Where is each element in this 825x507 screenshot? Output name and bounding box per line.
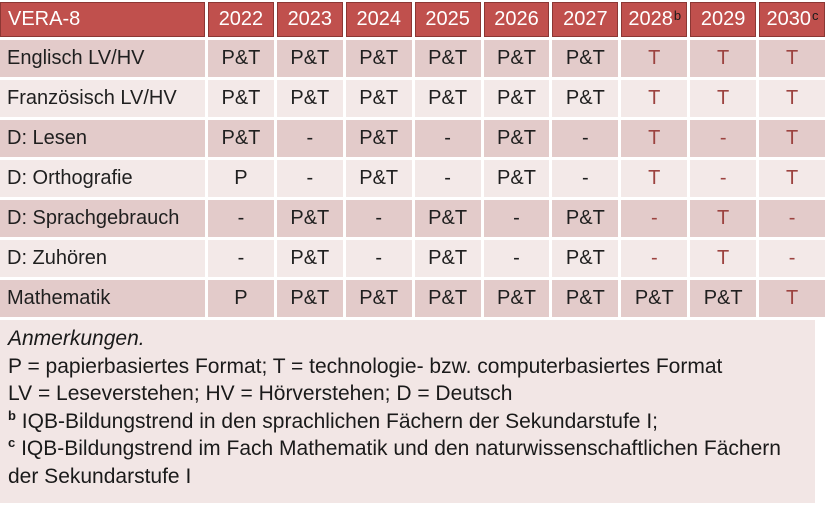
table-cell: P&T xyxy=(552,240,619,277)
table-cell: T xyxy=(690,40,757,77)
table-cell: - xyxy=(690,120,757,157)
notes-heading: Anmerkungen. xyxy=(8,327,145,350)
table-cell: T xyxy=(621,160,688,197)
year-header-2029: 2029 xyxy=(690,2,757,37)
footnote-b-text: IQB-Bildungstrend in den sprachlichen Fä… xyxy=(21,409,658,433)
table-cell: T xyxy=(690,240,757,277)
row-label: D: Lesen xyxy=(0,120,205,157)
table-cell: - xyxy=(208,240,274,277)
notes-block: Anmerkungen. P = papierbasiertes Format;… xyxy=(0,320,815,503)
table-cell: - xyxy=(690,160,757,197)
table-cell: - xyxy=(621,200,688,237)
table-cell: P&T xyxy=(483,80,550,117)
notes-line-formats: P = papierbasiertes Format; T = technolo… xyxy=(8,354,723,378)
table-cell: - xyxy=(759,200,825,237)
table-cell: T xyxy=(759,120,825,157)
notes-line-abbreviations: LV = Leseverstehen; HV = Hörverstehen; D… xyxy=(8,382,513,405)
footnote-b: b IQB-Bildungstrend in den sprachlichen … xyxy=(8,408,807,436)
year-header-2025: 2025 xyxy=(414,2,481,37)
table-cell: - xyxy=(483,240,550,277)
footnote-c: c IQB-Bildungstrend im Fach Mathematik u… xyxy=(8,435,807,490)
table-cell: - xyxy=(414,120,481,157)
table-cell: T xyxy=(690,200,757,237)
table-corner-header: VERA-8 xyxy=(0,2,205,37)
footnote-b-marker: b xyxy=(8,407,16,423)
table-cell: P&T xyxy=(414,240,481,277)
table-cell: P&T xyxy=(276,200,343,237)
table-cell: P&T xyxy=(483,120,550,157)
table-cell: - xyxy=(759,240,825,277)
table-cell: T xyxy=(621,40,688,77)
table-cell: T xyxy=(759,160,825,197)
footnote-c-text: IQB-Bildungstrend im Fach Mathematik und… xyxy=(8,437,781,488)
table-cell: P xyxy=(208,160,274,197)
table-cell: T xyxy=(759,280,825,317)
table-cell: P&T xyxy=(552,40,619,77)
table-cell: T xyxy=(621,120,688,157)
table-cell: - xyxy=(345,200,412,237)
table-cell: P&T xyxy=(345,160,412,197)
row-label: Mathematik xyxy=(0,280,205,317)
table-cell: - xyxy=(208,200,274,237)
table-cell: P&T xyxy=(621,280,688,317)
table-cell: P&T xyxy=(345,280,412,317)
table-cell: P&T xyxy=(414,200,481,237)
table-cell: - xyxy=(276,160,343,197)
row-label: Englisch LV/HV xyxy=(0,40,205,77)
table-cell: P&T xyxy=(276,240,343,277)
table-cell: P&T xyxy=(552,280,619,317)
table-cell: P&T xyxy=(483,40,550,77)
table-cell: P&T xyxy=(414,80,481,117)
year-header-2030: 2030 c xyxy=(759,2,825,37)
row-label: D: Sprachgebrauch xyxy=(0,200,205,237)
table-cell: P&T xyxy=(690,280,757,317)
table-cell: P&T xyxy=(552,80,619,117)
corner-label: VERA-8 xyxy=(8,8,81,30)
table-cell: - xyxy=(483,200,550,237)
year-header-2024: 2024 xyxy=(345,2,412,37)
table-cell: - xyxy=(345,240,412,277)
table-cell: T xyxy=(759,40,825,77)
table-cell: P xyxy=(208,280,274,317)
row-label: D: Orthografie xyxy=(0,160,205,197)
vera8-table: VERA-8 2022 2023 2024 2025 2026 2027 202… xyxy=(0,2,825,317)
table-cell: P&T xyxy=(414,40,481,77)
footnote-c-marker: c xyxy=(8,435,16,450)
table-cell: P&T xyxy=(208,120,274,157)
year-header-2028: 2028 b xyxy=(621,2,688,37)
table-cell: P&T xyxy=(345,120,412,157)
year-header-2022: 2022 xyxy=(208,2,274,37)
table-cell: T xyxy=(690,80,757,117)
table-cell: P&T xyxy=(208,80,274,117)
table-cell: P&T xyxy=(276,80,343,117)
year-header-2026: 2026 xyxy=(483,2,550,37)
table-cell: P&T xyxy=(345,80,412,117)
table-cell: - xyxy=(552,120,619,157)
table-cell: - xyxy=(621,240,688,277)
table-cell: P&T xyxy=(276,280,343,317)
table-cell: - xyxy=(414,160,481,197)
table-cell: P&T xyxy=(276,40,343,77)
table-cell: - xyxy=(552,160,619,197)
table-cell: P&T xyxy=(483,280,550,317)
table-cell: P&T xyxy=(345,40,412,77)
table-cell: T xyxy=(621,80,688,117)
table-cell: P&T xyxy=(483,160,550,197)
table-cell: P&T xyxy=(414,280,481,317)
table-cell: T xyxy=(759,80,825,117)
table-cell: P&T xyxy=(208,40,274,77)
table-cell: P&T xyxy=(552,200,619,237)
year-header-2023: 2023 xyxy=(276,2,343,37)
row-label: D: Zuhören xyxy=(0,240,205,277)
row-label: Französisch LV/HV xyxy=(0,80,205,117)
year-header-2027: 2027 xyxy=(552,2,619,37)
table-cell: - xyxy=(276,120,343,157)
